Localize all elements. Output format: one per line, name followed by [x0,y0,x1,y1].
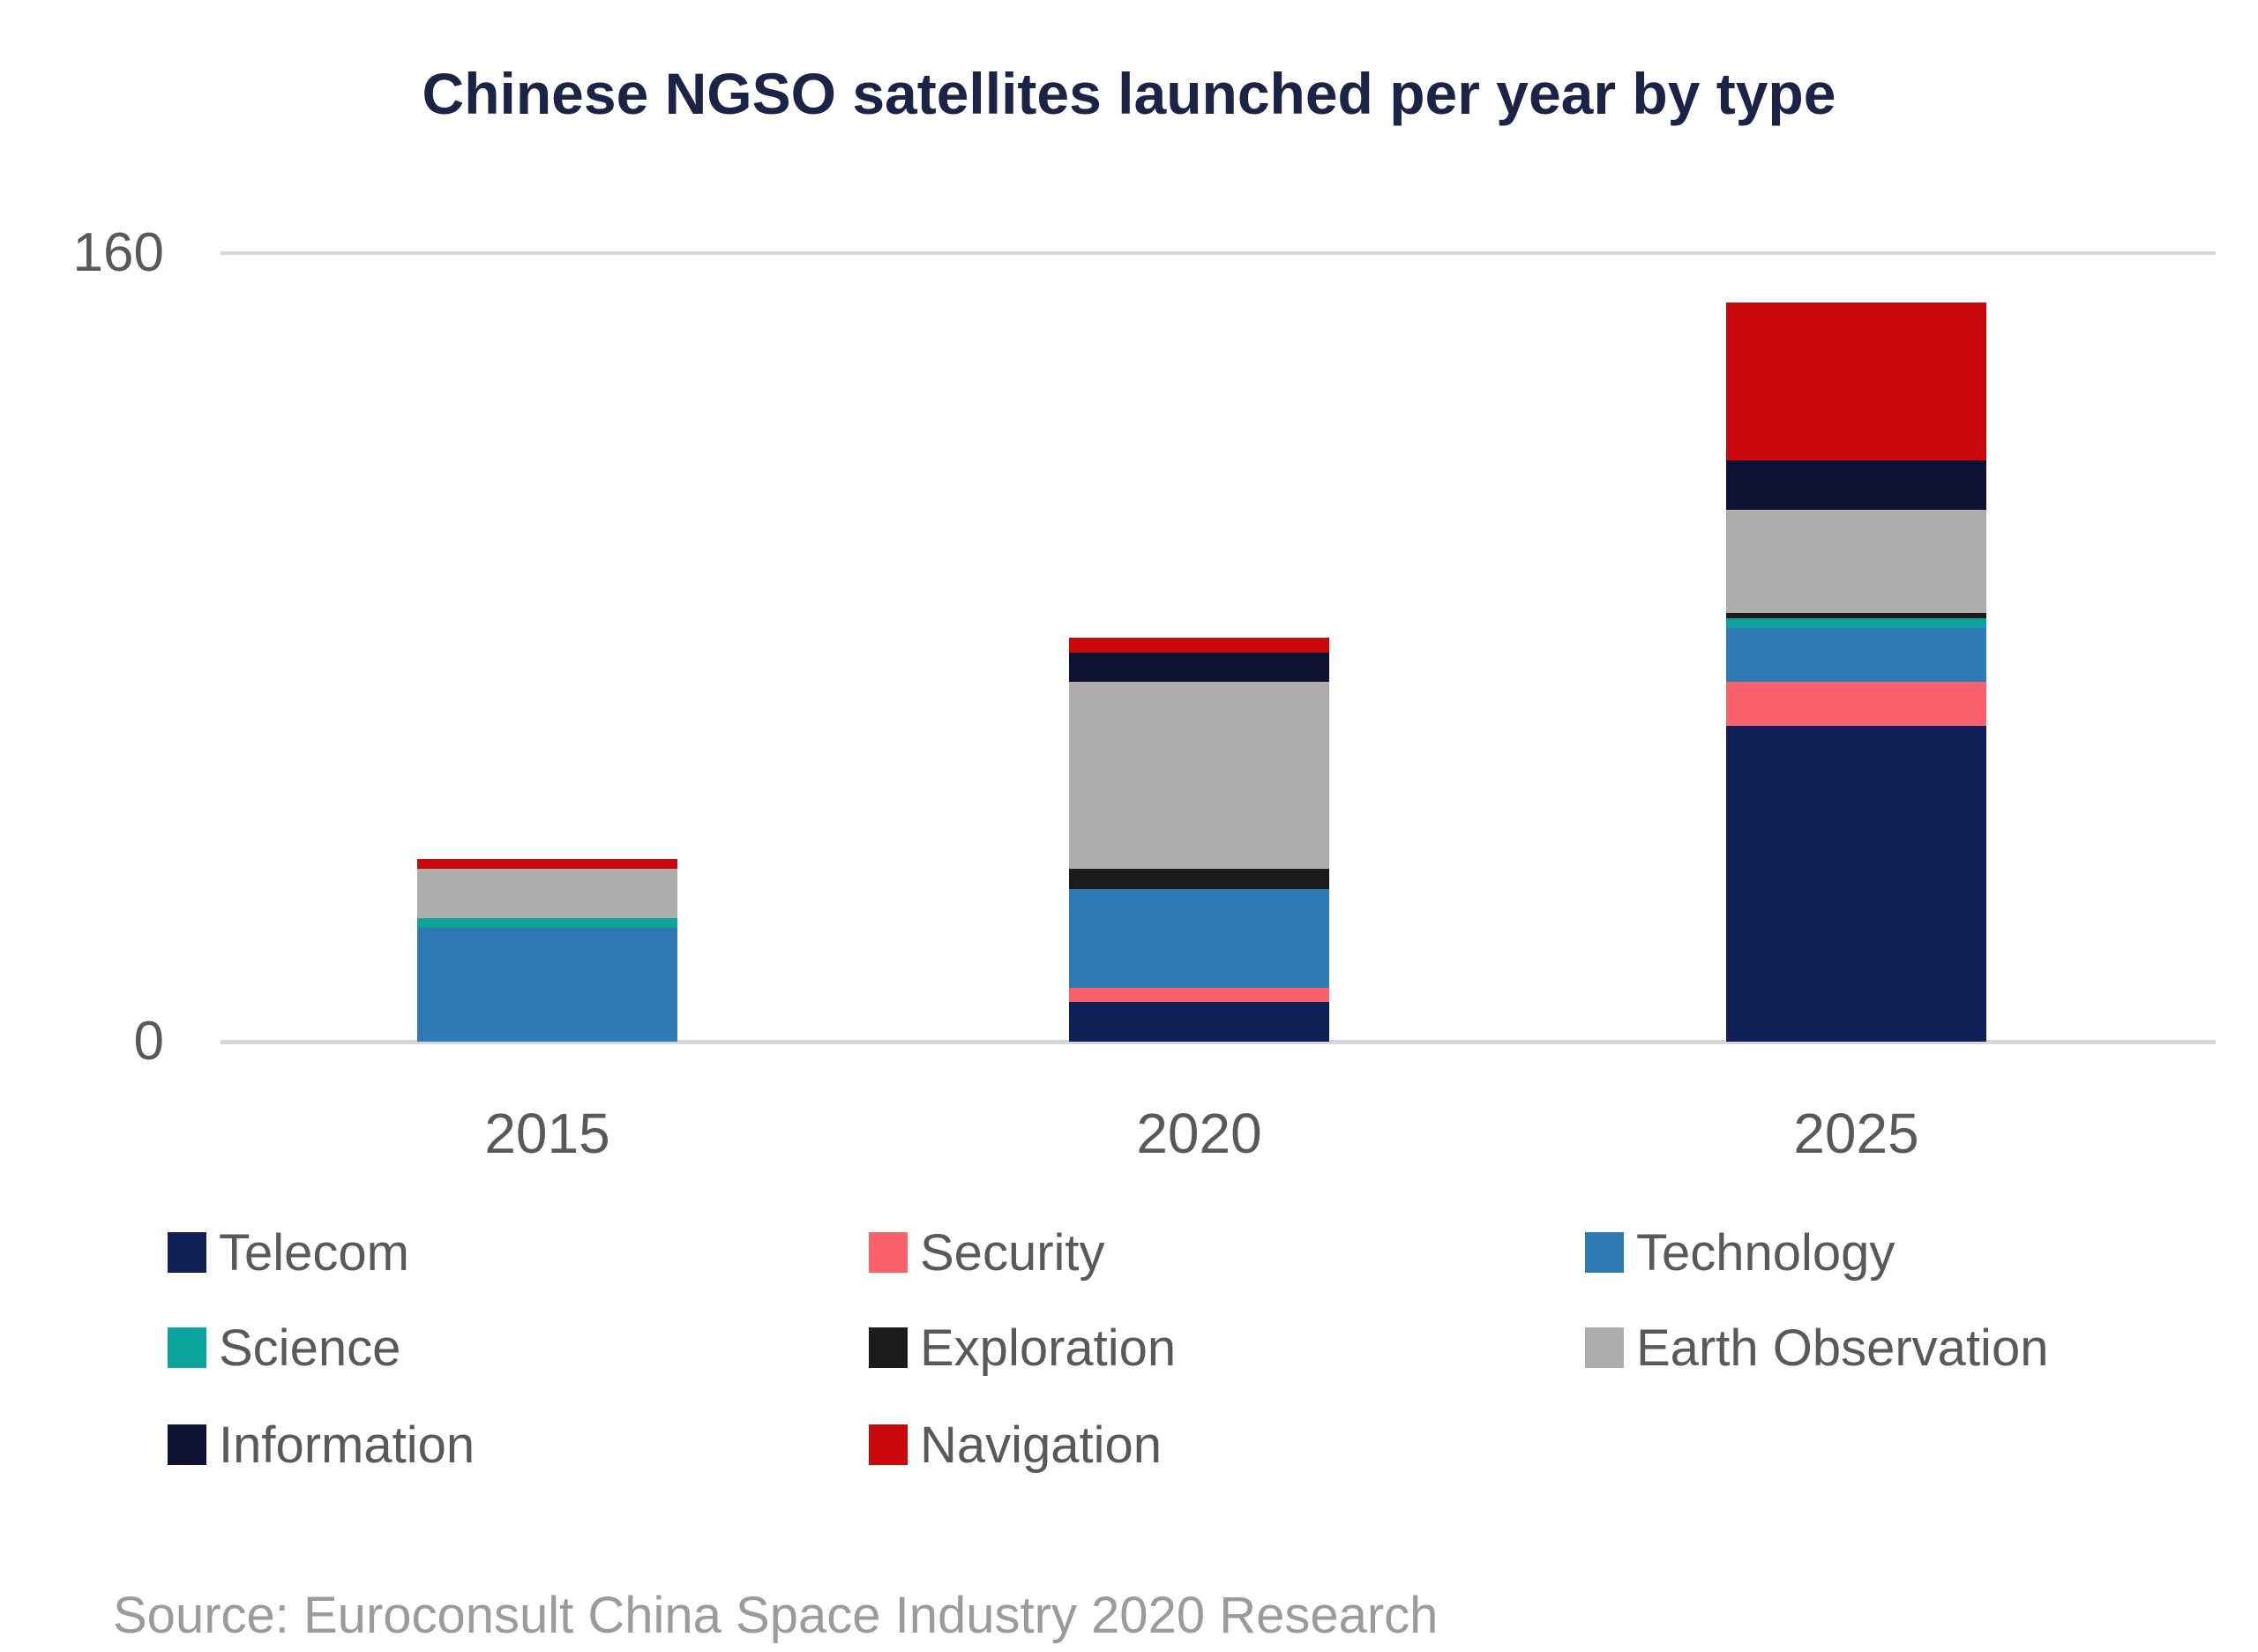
legend-swatch-icon [168,1327,206,1368]
legend-item-exploration: Exploration [869,1319,1176,1377]
x-axis-line [221,1040,2216,1044]
bar-segment-2020-information [1069,652,1329,683]
bar-segment-2020-technology [1069,888,1329,988]
bar-segment-2025-navigation [1726,302,1986,460]
legend-label: Science [219,1319,401,1377]
legend-item-information: Information [168,1417,475,1474]
x-axis-label-2020: 2020 [1136,1102,1262,1165]
legend-label: Technology [1636,1223,1895,1282]
legend-label: Information [219,1416,475,1474]
bar-segment-2025-exploration [1726,612,1986,618]
legend-swatch-icon [168,1232,206,1273]
legend-swatch-icon [869,1327,908,1368]
stacked-bar-2020 [1069,637,1329,1042]
bar-segment-2020-telecom [1069,1002,1329,1042]
chart-title: Chinese NGSO satellites launched per yea… [422,61,1836,126]
legend-swatch-icon [168,1424,206,1465]
bar-segment-2025-science [1726,617,1986,628]
bar-segment-2025-information [1726,460,1986,510]
legend-label: Navigation [920,1416,1163,1474]
source-caption: Source: Euroconsult China Space Industry… [113,1587,1439,1644]
legend-item-earth-observation: Earth Observation [1585,1319,2048,1377]
legend-swatch-icon [869,1424,908,1465]
legend-swatch-icon [1585,1327,1624,1368]
bar-segment-2025-technology [1726,627,1986,683]
legend-item-science: Science [168,1319,400,1377]
gridline-160 [221,251,2216,255]
stacked-bar-2025 [1726,302,1986,1042]
legend-label: Telecom [219,1223,409,1282]
bar-segment-2015-technology [417,928,677,1042]
bar-segment-2020-exploration [1069,869,1329,889]
legend-item-technology: Technology [1585,1223,1895,1282]
legend-item-security: Security [869,1223,1105,1282]
bar-segment-2015-science [417,918,677,929]
bar-segment-2025-telecom [1726,726,1986,1042]
y-tick-label-0: 0 [133,1011,164,1072]
x-axis-label-2025: 2025 [1793,1102,1919,1165]
y-tick-label-160: 160 [72,222,164,283]
bar-segment-2020-navigation [1069,637,1329,653]
bar-segment-2015-navigation [417,859,677,870]
legend-item-telecom: Telecom [168,1223,409,1282]
bar-segment-2020-security [1069,987,1329,1003]
bar-segment-2025-security [1726,682,1986,727]
bar-segment-2025-earth-observation [1726,509,1986,613]
legend-label: Security [920,1223,1105,1282]
legend-swatch-icon [869,1232,908,1273]
legend-swatch-icon [1585,1232,1624,1273]
bar-segment-2015-earth-observation [417,869,677,919]
legend-label: Earth Observation [1636,1319,2049,1377]
legend-label: Exploration [920,1319,1177,1377]
bar-segment-2020-earth-observation [1069,682,1329,870]
stacked-bar-2015 [417,859,677,1042]
x-axis-label-2015: 2015 [484,1102,610,1165]
legend-item-navigation: Navigation [869,1417,1162,1474]
